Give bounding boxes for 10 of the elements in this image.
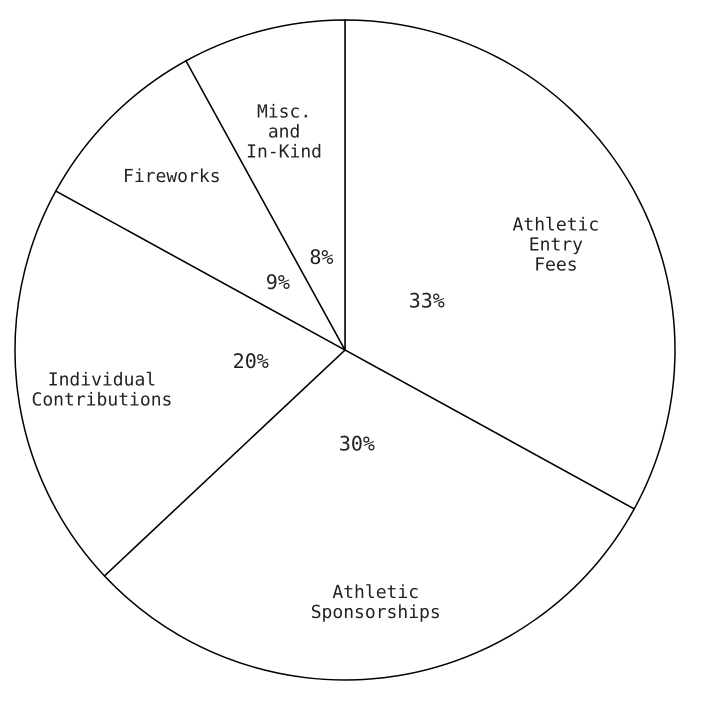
data-label: 8% [309, 244, 334, 269]
data-label: 30% [338, 431, 375, 456]
slice-label: Misc. and In-Kind [246, 102, 322, 163]
slice-label: Fireworks [122, 166, 221, 187]
slice-label: Athletic Entry Fees [512, 214, 600, 276]
slice-label: Athletic Sponsorships [310, 582, 441, 624]
slice-label: Individual Contributions [31, 370, 172, 411]
data-label: 9% [266, 270, 290, 294]
data-label: 20% [232, 348, 269, 373]
data-label: 33% [408, 288, 445, 313]
